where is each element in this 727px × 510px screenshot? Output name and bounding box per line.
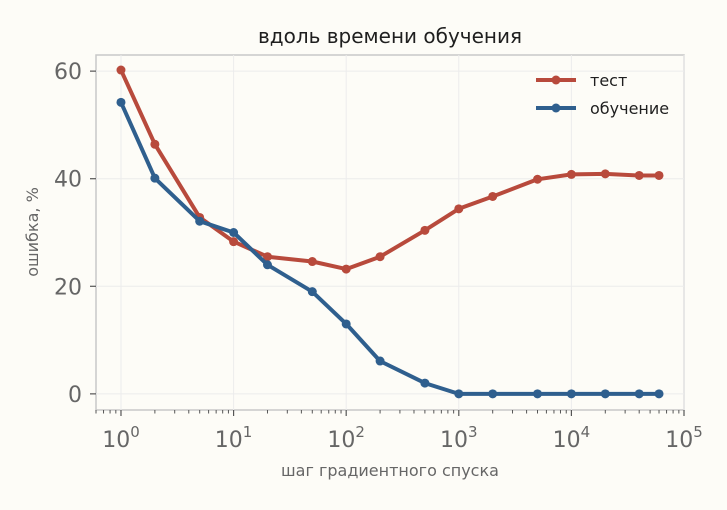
data-point [420, 225, 430, 235]
data-point [454, 204, 464, 214]
data-point [116, 97, 126, 107]
legend-label: обучение [590, 99, 669, 118]
data-point [195, 216, 205, 226]
data-point [634, 389, 644, 399]
y-tick-label: 40 [54, 168, 82, 193]
data-point [566, 389, 576, 399]
data-point [262, 260, 272, 270]
data-point [375, 252, 385, 262]
data-point [150, 139, 160, 149]
y-tick-label: 0 [68, 383, 82, 408]
y-axis-label: ошибка, % [23, 187, 42, 277]
data-point [307, 257, 317, 267]
x-axis-label: шаг градиентного спуска [281, 461, 499, 480]
x-tick-label: 100 [102, 423, 140, 453]
data-point [488, 191, 498, 201]
data-point [420, 378, 430, 388]
series-layer [116, 65, 664, 399]
legend: тест обучение [536, 71, 669, 118]
series-line [119, 100, 661, 396]
x-tick-label: 103 [440, 423, 478, 453]
data-point [454, 389, 464, 399]
data-point [600, 389, 610, 399]
data-point [532, 174, 542, 184]
legend-marker [551, 75, 561, 85]
data-point [600, 169, 610, 179]
data-point [341, 319, 351, 329]
x-tick-label: 104 [553, 423, 591, 453]
x-tick-label: 105 [665, 423, 703, 453]
data-point [341, 264, 351, 274]
data-point [307, 287, 317, 297]
data-point [634, 170, 644, 180]
data-point [116, 65, 126, 75]
series-line [119, 68, 661, 272]
data-point [654, 170, 664, 180]
data-point [654, 389, 664, 399]
data-point [566, 169, 576, 179]
legend-marker [551, 103, 561, 113]
legend-label: тест [590, 71, 627, 90]
data-point [488, 389, 498, 399]
chart-title: вдоль времени обучения [258, 24, 522, 48]
data-point [229, 237, 239, 247]
data-point [150, 173, 160, 183]
plot-area [95, 54, 685, 411]
x-tick-label: 102 [327, 423, 365, 453]
x-tick-label: 101 [215, 423, 253, 453]
data-point [532, 389, 542, 399]
data-point [375, 356, 385, 366]
y-tick-label: 60 [54, 60, 82, 85]
axes: 100 101 102 103 104 105 0 20 40 60 [54, 60, 703, 453]
data-point [262, 252, 272, 262]
data-point [229, 228, 239, 237]
y-tick-label: 20 [54, 275, 82, 300]
